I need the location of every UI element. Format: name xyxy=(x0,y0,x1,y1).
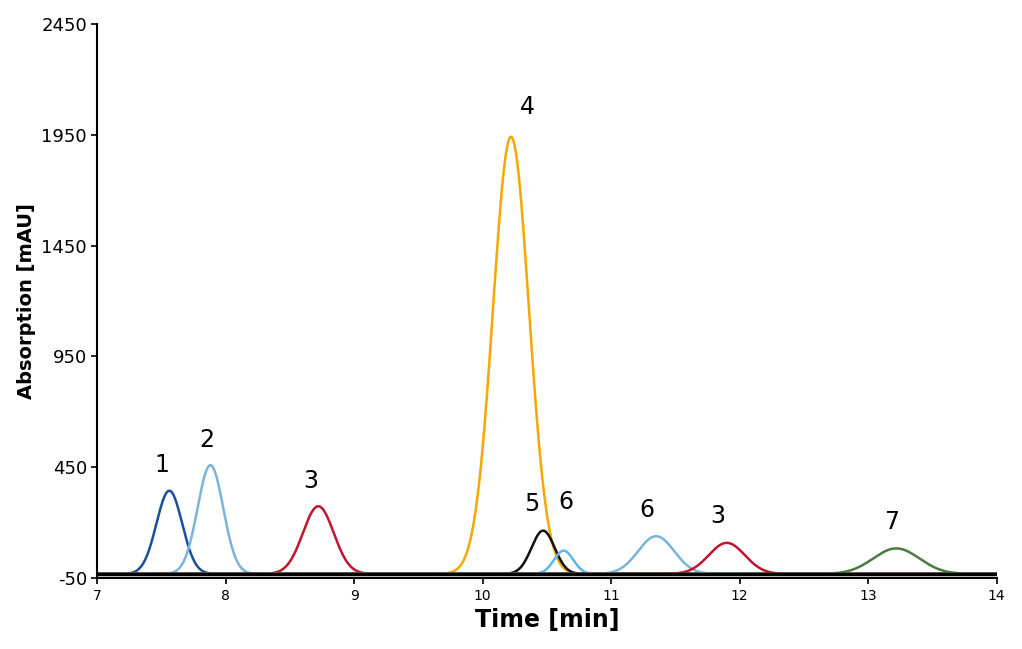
Text: 2: 2 xyxy=(199,428,214,452)
Text: 1: 1 xyxy=(154,454,169,478)
Text: 7: 7 xyxy=(884,510,898,534)
Text: 3: 3 xyxy=(304,469,318,493)
Text: 6: 6 xyxy=(640,498,655,522)
Text: 5: 5 xyxy=(524,492,540,516)
Text: 3: 3 xyxy=(710,504,726,528)
X-axis label: Time [min]: Time [min] xyxy=(474,608,619,632)
Y-axis label: Absorption [mAU]: Absorption [mAU] xyxy=(16,203,36,399)
Text: 6: 6 xyxy=(559,490,573,514)
Text: 4: 4 xyxy=(520,95,536,119)
